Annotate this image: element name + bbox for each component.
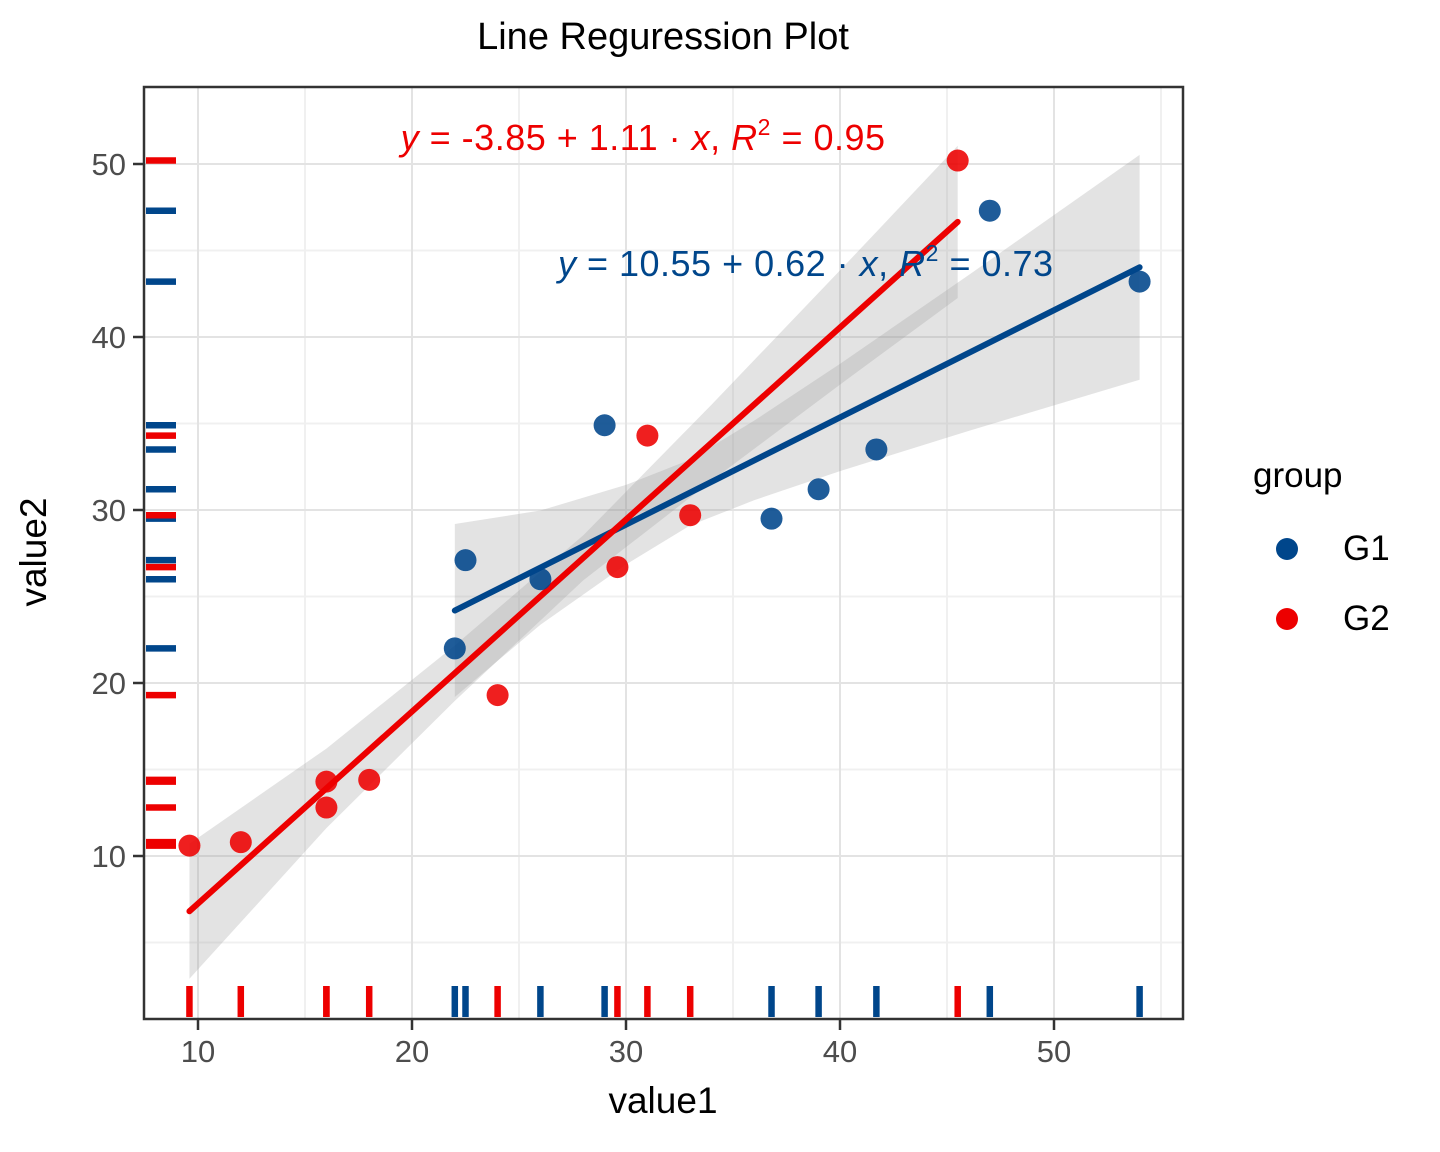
- regression-equation-g1: y = 10.55 + 0.62 · x, R2 = 0.73: [557, 240, 1054, 285]
- legend-dot-g2: [1276, 608, 1298, 630]
- data-point-g1: [593, 414, 616, 437]
- regression-lines: [186, 218, 1143, 915]
- data-point-g2: [606, 556, 629, 579]
- x-tick-label: 10: [181, 1034, 215, 1069]
- data-point-g1: [454, 549, 477, 572]
- data-point-g2: [229, 831, 252, 854]
- legend-label-g2: G2: [1343, 599, 1390, 638]
- legend-label-g1: G1: [1343, 529, 1390, 568]
- x-tick-label: 30: [609, 1034, 643, 1069]
- regression-line-g1: [451, 264, 1143, 614]
- data-point-g1: [529, 568, 552, 591]
- data-point-g2: [946, 149, 969, 172]
- data-point-g2: [679, 504, 702, 527]
- x-tick-label: 50: [1037, 1034, 1071, 1069]
- ci-band-g2: [189, 145, 958, 979]
- data-point-g1: [865, 438, 888, 461]
- data-point-g1: [978, 199, 1001, 222]
- panel-border: [142, 85, 1185, 1021]
- legend-title: group: [1253, 456, 1343, 495]
- y-axis-title: value2: [13, 497, 54, 607]
- data-point-g2: [358, 768, 381, 791]
- x-tick-label: 20: [395, 1034, 429, 1069]
- legend: group G1 G2: [1243, 456, 1440, 654]
- data-point-g2: [636, 424, 659, 447]
- data-point-g1: [807, 478, 830, 501]
- axes: 10 20 30 40 50 10 20 30 40 50: [92, 147, 1072, 1069]
- scatter-points: [178, 149, 1151, 857]
- ci-band-g1: [454, 154, 1140, 698]
- data-point-g2: [315, 796, 338, 819]
- legend-dot-g1: [1276, 538, 1298, 560]
- y-tick-label: 10: [92, 839, 126, 874]
- x-axis-title: value1: [608, 1080, 718, 1121]
- legend-item-g1: G1: [1243, 514, 1440, 584]
- y-tick-label: 40: [92, 320, 126, 355]
- rug-marks: [146, 157, 1143, 1017]
- data-point-g1: [443, 637, 466, 660]
- y-tick-label: 20: [92, 666, 126, 701]
- legend-item-g2: G2: [1243, 584, 1440, 654]
- data-point-g2: [178, 834, 201, 857]
- data-point-g2: [315, 770, 338, 793]
- regression-equation-g2: y = -3.85 + 1.11 · x, R2 = 0.95: [400, 114, 886, 159]
- y-tick-label: 50: [92, 147, 126, 182]
- data-point-g2: [486, 684, 509, 707]
- data-point-g1: [1128, 270, 1151, 293]
- grid: [144, 87, 1183, 1019]
- data-point-g1: [760, 507, 783, 530]
- plot-title: Line Reguression Plot: [477, 16, 849, 58]
- regression-line-g2: [186, 218, 961, 915]
- y-tick-label: 30: [92, 493, 126, 528]
- x-tick-label: 40: [823, 1034, 857, 1069]
